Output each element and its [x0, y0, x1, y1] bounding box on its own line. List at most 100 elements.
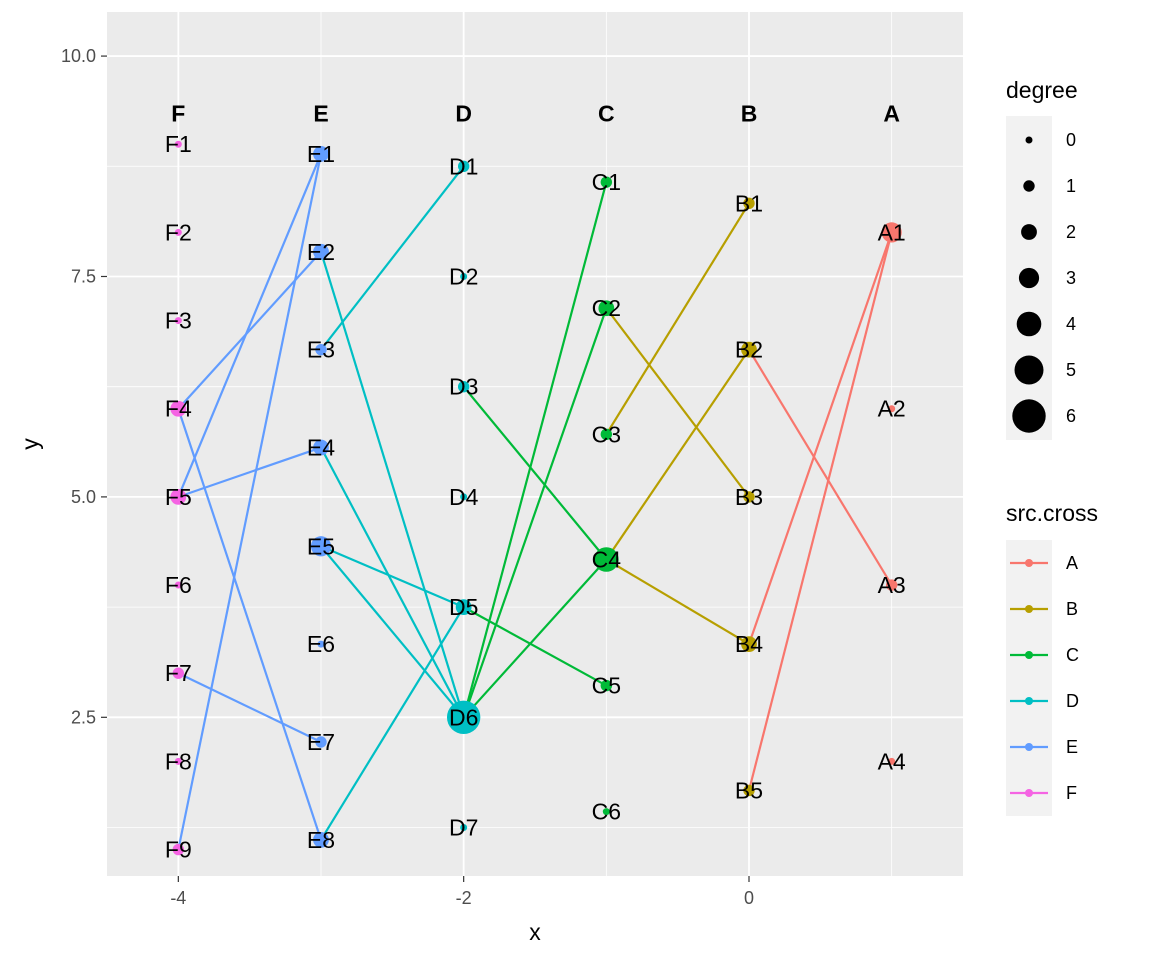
edge-B2-C4 [605, 349, 750, 561]
edge-E7-F7 [177, 672, 322, 743]
edges-layer [177, 153, 893, 850]
node-F1 [174, 140, 182, 148]
node-label-D7: D7 [449, 815, 478, 841]
node-label-C5: C5 [592, 673, 621, 699]
edge-A1-B5 [747, 232, 893, 791]
edge-B4-C4 [605, 558, 750, 646]
edge-E1-F9 [177, 153, 323, 850]
node-label-F3: F3 [165, 308, 192, 334]
node-E2 [313, 243, 329, 260]
node-label-F9: F9 [165, 837, 192, 863]
legend-src-cross-point-F [1025, 789, 1033, 797]
legend-degree-label-0: 0 [1066, 130, 1076, 150]
node-label-E6: E6 [307, 631, 335, 657]
node-B3 [743, 491, 755, 503]
node-label-B5: B5 [735, 777, 763, 803]
node-label-F2: F2 [165, 219, 192, 245]
legend-degree-key-1 [1023, 180, 1035, 192]
node-D2 [460, 272, 468, 280]
legend-degree-label-5: 5 [1066, 360, 1076, 380]
node-B4 [741, 636, 757, 653]
y-axis-title: y [17, 438, 43, 450]
node-label-F7: F7 [165, 660, 192, 686]
legend-degree-label-6: 6 [1066, 406, 1076, 426]
node-F5 [170, 488, 187, 505]
node-label-F1: F1 [165, 131, 192, 157]
legend-degree-key-3 [1018, 267, 1040, 289]
legend-src-cross-point-B [1025, 605, 1033, 613]
node-F4 [170, 400, 187, 417]
legend-degree-label-1: 1 [1066, 176, 1076, 196]
node-B2 [741, 341, 757, 358]
node-label-F8: F8 [165, 748, 192, 774]
legend-src-cross-label-F: F [1066, 783, 1077, 803]
edge-C4-D6 [462, 558, 608, 719]
node-D5 [455, 599, 472, 616]
edge-D5-E8 [320, 606, 465, 841]
edge-D1-E3 [320, 165, 465, 351]
plot-panel [107, 12, 963, 876]
edge-C4-D3 [462, 385, 608, 561]
column-label-F: F [171, 100, 185, 126]
x-tick-label: -2 [456, 888, 472, 908]
legend-src-cross-label-D: D [1066, 691, 1079, 711]
node-label-F6: F6 [165, 572, 192, 598]
legend-degree-key-0 [1025, 136, 1033, 144]
node-F2 [174, 228, 182, 236]
node-F8 [174, 757, 182, 765]
legend-src-cross: src.cross A B C D E F [1006, 500, 1098, 816]
y-tick-label: 5.0 [71, 487, 96, 507]
column-label-E: E [313, 100, 328, 126]
node-label-A3: A3 [878, 572, 906, 598]
node-label-D2: D2 [449, 263, 478, 289]
axes-layer: -4 -2 0 2.5 5.0 7.5 10.0 [61, 46, 754, 908]
node-C3 [600, 428, 613, 441]
node-label-A2: A2 [878, 396, 906, 422]
node-C6 [602, 808, 610, 816]
legend-degree-title: degree [1006, 77, 1078, 103]
y-tick-label: 2.5 [71, 707, 96, 727]
column-label-A: A [883, 100, 900, 126]
node-label-C2: C2 [592, 295, 621, 321]
legend-src-cross-key-bg [1006, 540, 1052, 816]
legend-src-cross-point-C [1025, 651, 1033, 659]
node-label-C4: C4 [592, 546, 622, 572]
edge-C2-D6 [462, 307, 608, 718]
node-A1 [881, 222, 902, 243]
node-D1 [457, 160, 470, 172]
node-label-C6: C6 [592, 799, 621, 825]
node-F7 [172, 667, 185, 679]
legend-src-cross-point-E [1025, 743, 1033, 751]
node-E6 [317, 640, 325, 648]
node-A3 [885, 579, 898, 591]
column-label-B: B [741, 100, 758, 126]
node-label-E4: E4 [307, 435, 335, 461]
node-E8 [313, 831, 329, 848]
edge-E4-F5 [177, 446, 322, 498]
node-label-C1: C1 [592, 169, 621, 195]
node-label-E3: E3 [307, 337, 335, 363]
x-axis-title: x [529, 919, 541, 945]
edge-A3-B2 [748, 349, 893, 586]
node-B1 [743, 197, 755, 210]
node-E5 [310, 536, 332, 557]
node-label-D5: D5 [449, 594, 478, 620]
legend-degree-label-2: 2 [1066, 222, 1076, 242]
node-E1 [313, 146, 329, 162]
node-F3 [174, 317, 182, 325]
node-D6 [446, 700, 481, 735]
node-D3 [457, 380, 470, 393]
node-E7 [315, 736, 327, 748]
legend-degree-key-6 [1012, 399, 1046, 433]
node-label-D1: D1 [449, 153, 478, 179]
column-label-D: D [455, 100, 472, 126]
node-label-C3: C3 [592, 421, 621, 447]
node-labels-layer: A1 A2 A3 A4 B1 B2 B3 B4 B5 C1 C2 C3 C4 C5 C6 D1 D2 D3 D4 D5… [165, 131, 906, 862]
node-A2 [888, 405, 896, 413]
legend-src-cross-label-C: C [1066, 645, 1079, 665]
legend-degree: degree 0 1 2 3 4 5 6 [1006, 77, 1078, 440]
node-F9 [172, 843, 185, 856]
legend-src-cross-title: src.cross [1006, 500, 1098, 526]
